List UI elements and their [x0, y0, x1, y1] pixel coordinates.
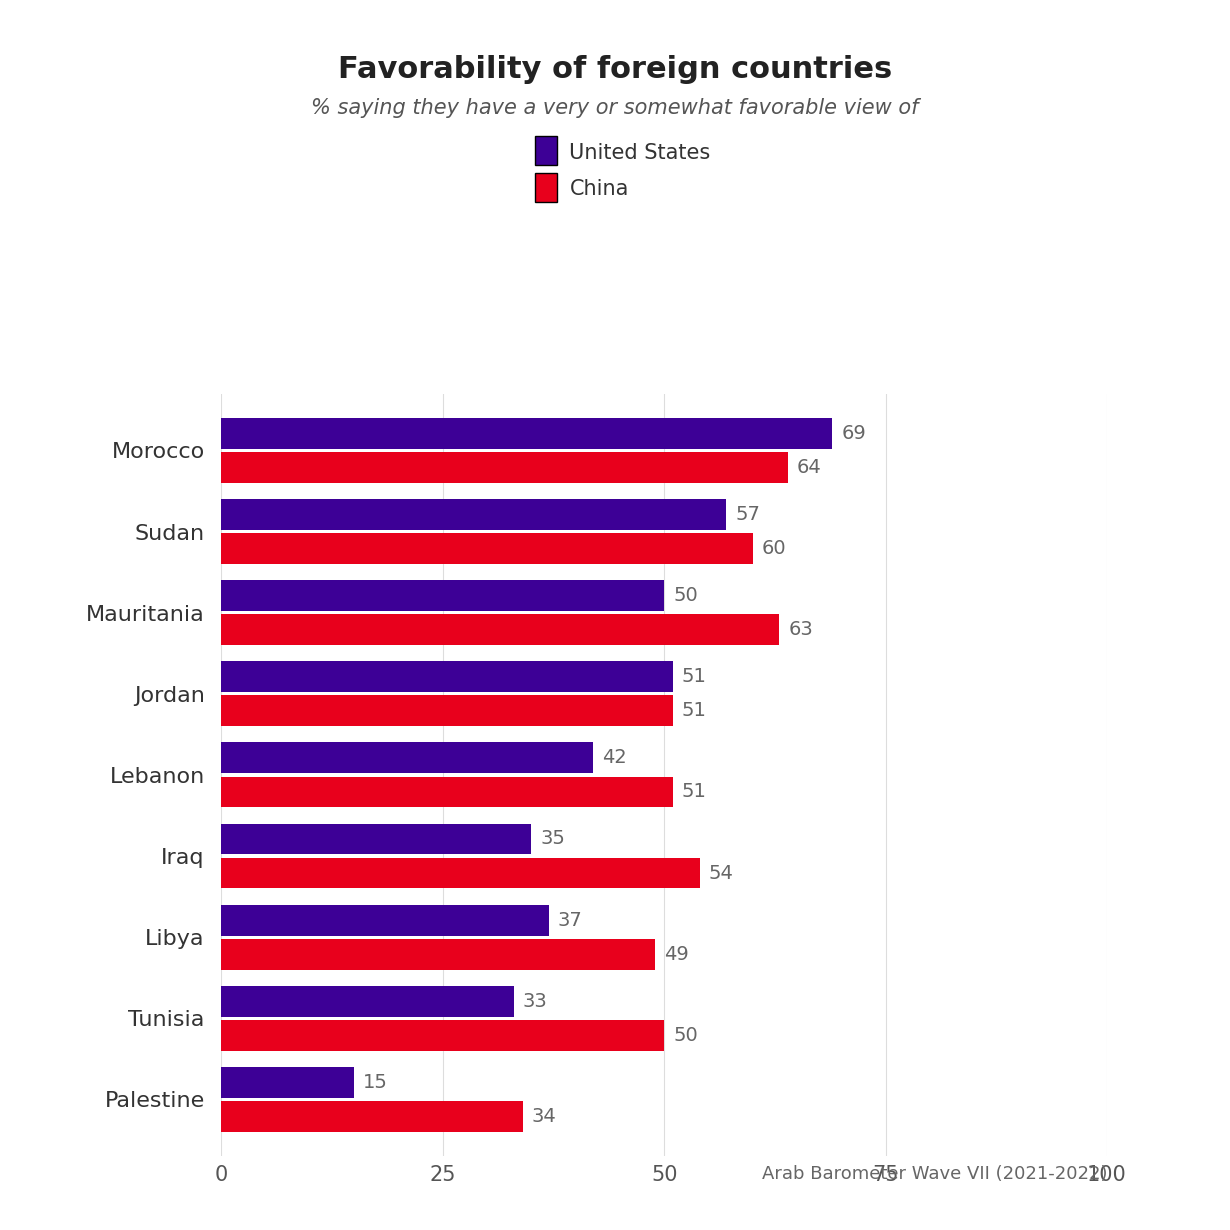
- Text: 64: 64: [797, 458, 822, 477]
- Text: Arab Barometer Wave VII (2021-2022): Arab Barometer Wave VII (2021-2022): [761, 1165, 1107, 1183]
- Bar: [221, 695, 673, 726]
- Text: 60: 60: [761, 539, 786, 558]
- Text: 49: 49: [664, 945, 689, 963]
- Bar: [221, 824, 531, 855]
- Text: 33: 33: [523, 991, 547, 1011]
- Text: 42: 42: [603, 748, 627, 768]
- Text: 37: 37: [558, 910, 583, 930]
- Bar: [221, 533, 753, 565]
- Text: 51: 51: [681, 667, 707, 686]
- Text: 63: 63: [788, 620, 813, 640]
- Bar: [221, 581, 664, 611]
- Bar: [221, 451, 788, 483]
- Bar: [221, 776, 673, 807]
- Text: 50: 50: [673, 1026, 697, 1044]
- Bar: [221, 499, 726, 530]
- Text: 57: 57: [736, 506, 760, 524]
- Bar: [221, 743, 593, 774]
- Bar: [221, 857, 700, 888]
- Text: 69: 69: [841, 424, 866, 443]
- Text: 34: 34: [531, 1107, 556, 1125]
- Bar: [221, 1066, 354, 1098]
- Bar: [221, 418, 833, 449]
- Text: 54: 54: [708, 863, 733, 883]
- Text: 51: 51: [681, 701, 707, 721]
- Bar: [221, 938, 656, 969]
- Bar: [221, 905, 549, 936]
- Bar: [221, 1020, 664, 1050]
- Text: % saying they have a very or somewhat favorable view of: % saying they have a very or somewhat fa…: [311, 98, 919, 118]
- Text: 51: 51: [681, 782, 707, 802]
- Bar: [221, 1101, 523, 1132]
- Bar: [221, 614, 780, 645]
- Bar: [221, 662, 673, 692]
- Text: United States: United States: [569, 143, 711, 162]
- Text: 50: 50: [673, 587, 697, 605]
- Text: Favorability of foreign countries: Favorability of foreign countries: [338, 55, 892, 85]
- Text: 35: 35: [540, 829, 565, 849]
- Text: China: China: [569, 180, 629, 199]
- Text: 15: 15: [363, 1073, 387, 1092]
- Bar: [221, 985, 514, 1017]
